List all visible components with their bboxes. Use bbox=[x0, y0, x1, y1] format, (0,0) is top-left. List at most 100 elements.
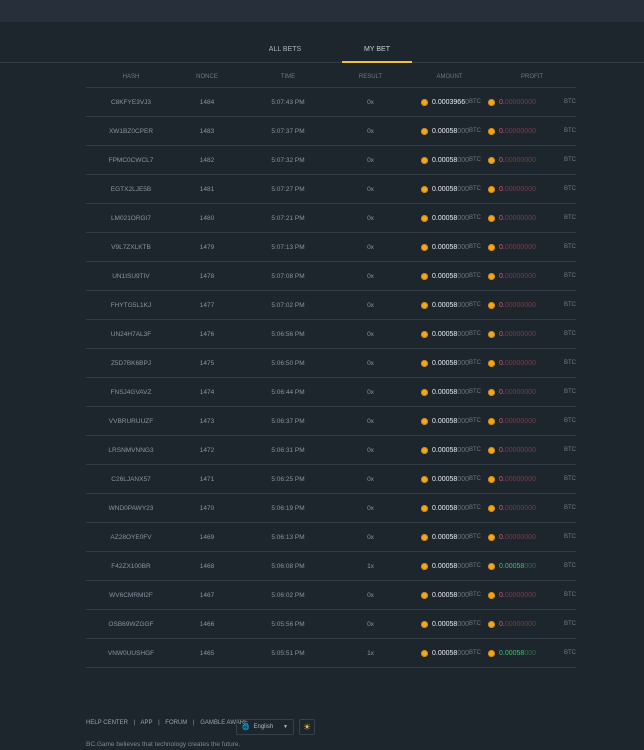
profit-dim: 00000000 bbox=[504, 272, 536, 280]
nonce: 1472 bbox=[199, 446, 215, 454]
top-bar bbox=[0, 0, 644, 22]
hash-link[interactable]: FHYTG5L1KJ bbox=[110, 301, 152, 309]
hash-link[interactable]: VVBRURUUZF bbox=[108, 417, 154, 425]
table-row[interactable]: OSB69WZGGF 1466 5:05:56 PM 0x 0.00058000… bbox=[86, 610, 576, 639]
result: 0x bbox=[367, 475, 374, 483]
hash-link[interactable]: WV6CMRMI2F bbox=[109, 591, 153, 599]
profit: 0.00000000 BTC bbox=[488, 98, 576, 106]
profit-main: 0. bbox=[499, 272, 505, 280]
tab-all-bets[interactable]: ALL BETS bbox=[268, 46, 302, 53]
table-row[interactable]: VNW0UUSHGF 1465 5:05:51 PM 1x 0.00058000… bbox=[86, 639, 576, 668]
time: 5:07:13 PM bbox=[271, 243, 305, 251]
hash-link[interactable]: AZ28OYE0FV bbox=[110, 533, 152, 541]
profit: 0.00000000 BTC bbox=[488, 620, 576, 628]
hash-link[interactable]: LRSNMVNNG3 bbox=[108, 446, 154, 454]
amount: 0.00058000 BTC bbox=[403, 127, 488, 135]
hash-link[interactable]: V9L7ZXLKTB bbox=[111, 243, 151, 251]
table-row[interactable]: XW1BZ0CPER 1483 5:07:37 PM 0x 0.00058000… bbox=[86, 117, 576, 146]
result: 0x bbox=[367, 301, 374, 309]
profit-dim: 00000000 bbox=[504, 417, 536, 425]
amount-unit: BTC bbox=[469, 563, 481, 569]
amount-unit: BTC bbox=[469, 621, 481, 627]
hash-link[interactable]: C8KFYE3VJ3 bbox=[110, 98, 152, 106]
hash-link[interactable]: LM021ORGI7 bbox=[110, 214, 152, 222]
amount-dim: 000 bbox=[457, 243, 469, 251]
amount-main: 0.00058 bbox=[432, 446, 458, 454]
profit-dim: 00000000 bbox=[504, 214, 536, 222]
hash-link[interactable]: UN1ISU9TIV bbox=[112, 272, 150, 280]
help-center-link[interactable]: HELP CENTER bbox=[86, 720, 128, 726]
table-row[interactable]: C26LJANX57 1471 5:06:25 PM 0x 0.00058000… bbox=[86, 465, 576, 494]
time: 5:06:37 PM bbox=[271, 417, 305, 425]
gamble-aware-link[interactable]: GAMBLE AWARE bbox=[200, 720, 249, 726]
table-row[interactable]: Z5D7BK6BPJ 1475 5:06:50 PM 0x 0.00058000… bbox=[86, 349, 576, 378]
footer: HELP CENTER | APP | FORUM | GAMBLE AWARE… bbox=[86, 719, 315, 748]
profit: 0.00000000 BTC bbox=[488, 127, 576, 135]
btc-coin-icon bbox=[421, 301, 428, 309]
nonce: 1469 bbox=[199, 533, 215, 541]
profit-dim: 00000000 bbox=[504, 446, 536, 454]
amount-unit: BTC bbox=[469, 418, 481, 424]
table-row[interactable]: WV6CMRMI2F 1467 5:06:02 PM 0x 0.00058000… bbox=[86, 581, 576, 610]
hash-link[interactable]: F42ZX100BR bbox=[111, 562, 151, 570]
hash-link[interactable]: WND0PAWY23 bbox=[108, 504, 154, 512]
table-row[interactable]: FNSJ4GVAVZ 1474 5:06:44 PM 0x 0.00058000… bbox=[86, 378, 576, 407]
profit-main: 0. bbox=[499, 214, 505, 222]
hash-link[interactable]: UN24H7AL3F bbox=[110, 330, 152, 338]
hash-link[interactable]: FNSJ4GVAVZ bbox=[110, 388, 152, 396]
hash-link[interactable]: Z5D7BK6BPJ bbox=[110, 359, 152, 367]
table-row[interactable]: WND0PAWY23 1470 5:06:19 PM 0x 0.00058000… bbox=[86, 494, 576, 523]
btc-coin-icon bbox=[421, 156, 428, 164]
hash-link[interactable]: XW1BZ0CPER bbox=[108, 127, 154, 135]
separator: | bbox=[158, 720, 160, 726]
hash-link[interactable]: VNW0UUSHGF bbox=[107, 649, 155, 657]
btc-coin-icon bbox=[488, 156, 495, 164]
result: 0x bbox=[367, 504, 374, 512]
table-row[interactable]: UN1ISU9TIV 1478 5:07:08 PM 0x 0.00058000… bbox=[86, 262, 576, 291]
chevron-down-icon: ▼ bbox=[283, 724, 288, 730]
table-row[interactable]: FPMC0CWCL7 1482 5:07:32 PM 0x 0.00058000… bbox=[86, 146, 576, 175]
nonce: 1484 bbox=[199, 98, 215, 106]
profit-unit: BTC bbox=[564, 99, 576, 105]
table-row[interactable]: UN24H7AL3F 1476 5:06:56 PM 0x 0.00058000… bbox=[86, 320, 576, 349]
sun-icon[interactable]: ☀ bbox=[299, 719, 315, 735]
hash-link[interactable]: OSB69WZGGF bbox=[108, 620, 154, 628]
table-row[interactable]: FHYTG5L1KJ 1477 5:07:02 PM 0x 0.00058000… bbox=[86, 291, 576, 320]
table-row[interactable]: LM021ORGI7 1480 5:07:21 PM 0x 0.00058000… bbox=[86, 204, 576, 233]
amount: 0.00058000 BTC bbox=[403, 591, 488, 599]
hash-link[interactable]: C26LJANX57 bbox=[111, 475, 151, 483]
btc-coin-icon bbox=[421, 446, 428, 454]
table-row[interactable]: F42ZX100BR 1468 5:06:08 PM 1x 0.00058000… bbox=[86, 552, 576, 581]
table-row[interactable]: AZ28OYE0FV 1469 5:06:13 PM 0x 0.00058000… bbox=[86, 523, 576, 552]
forum-link[interactable]: FORUM bbox=[165, 720, 188, 726]
amount-main: 0.00058 bbox=[432, 591, 458, 599]
amount-main: 0.00058 bbox=[432, 417, 458, 425]
amount-dim: 000 bbox=[457, 475, 469, 483]
app-link[interactable]: APP bbox=[140, 720, 153, 726]
profit: 0.00058000 BTC bbox=[488, 562, 576, 570]
language-select[interactable]: 🌐 English ▼ bbox=[236, 719, 294, 735]
hash-link[interactable]: EGTX2LJE5B bbox=[110, 185, 152, 193]
table-row[interactable]: LRSNMVNNG3 1472 5:06:31 PM 0x 0.00058000… bbox=[86, 436, 576, 465]
profit-dim: 000 bbox=[524, 649, 536, 657]
hash-link[interactable]: FPMC0CWCL7 bbox=[108, 156, 154, 164]
tab-my-bet[interactable]: MY BET bbox=[327, 46, 427, 63]
amount-dim: 000 bbox=[457, 330, 469, 338]
profit-main: 0. bbox=[499, 446, 505, 454]
profit-dim: 00000000 bbox=[504, 127, 536, 135]
time: 5:07:32 PM bbox=[271, 156, 305, 164]
amount: 0.00058000 BTC bbox=[403, 156, 488, 164]
table-row[interactable]: C8KFYE3VJ3 1484 5:07:43 PM 0x 0.00039660… bbox=[86, 88, 576, 117]
table-row[interactable]: EGTX2LJE5B 1481 5:07:27 PM 0x 0.00058000… bbox=[86, 175, 576, 204]
btc-coin-icon bbox=[421, 562, 428, 570]
result: 0x bbox=[367, 417, 374, 425]
profit-dim: 00000000 bbox=[504, 301, 536, 309]
table-row[interactable]: V9L7ZXLKTB 1479 5:07:13 PM 0x 0.00058000… bbox=[86, 233, 576, 262]
table-row[interactable]: VVBRURUUZF 1473 5:06:37 PM 0x 0.00058000… bbox=[86, 407, 576, 436]
amount-unit: BTC bbox=[469, 244, 481, 250]
amount: 0.00058000 BTC bbox=[403, 214, 488, 222]
amount-dim: 000 bbox=[457, 185, 469, 193]
amount-dim: 000 bbox=[457, 272, 469, 280]
amount-dim: 000 bbox=[457, 591, 469, 599]
amount: 0.00058000 BTC bbox=[403, 243, 488, 251]
